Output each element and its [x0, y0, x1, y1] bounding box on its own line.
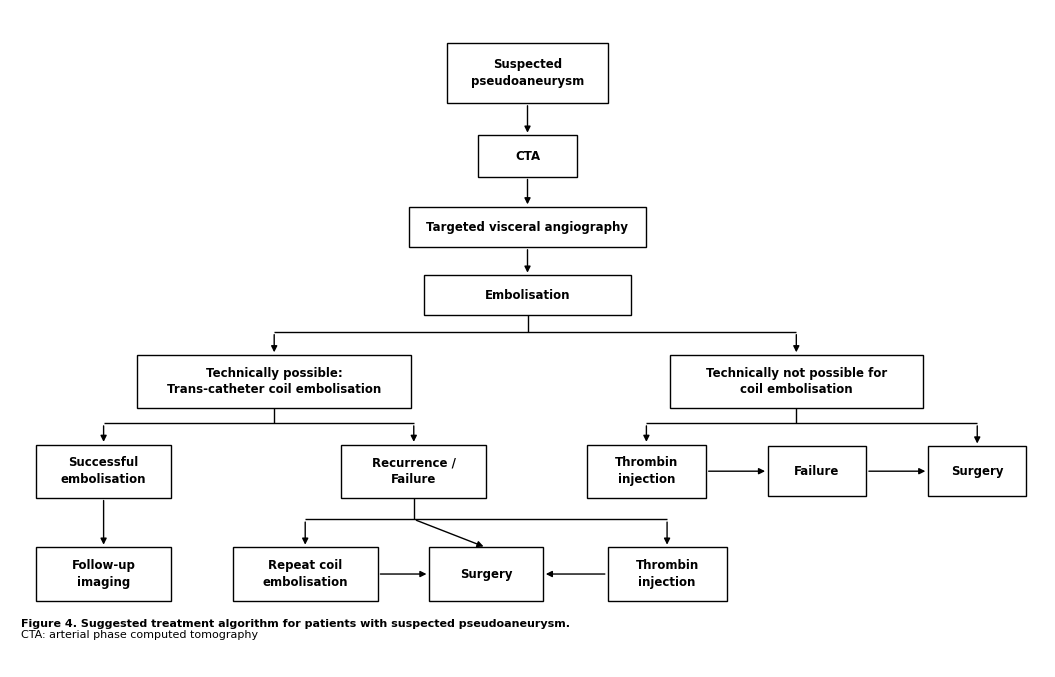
Text: Figure 4. Suggested treatment algorithm for patients with suspected pseudoaneury: Figure 4. Suggested treatment algorithm … [21, 619, 570, 629]
FancyBboxPatch shape [342, 445, 486, 498]
Text: Technically possible:
Trans-catheter coil embolisation: Technically possible: Trans-catheter coi… [167, 367, 381, 396]
Text: Thrombin
injection: Thrombin injection [615, 456, 678, 486]
Text: Thrombin
injection: Thrombin injection [635, 559, 698, 589]
FancyBboxPatch shape [768, 446, 866, 496]
Text: Follow-up
imaging: Follow-up imaging [72, 559, 135, 589]
FancyBboxPatch shape [137, 355, 411, 408]
FancyBboxPatch shape [36, 548, 171, 600]
FancyBboxPatch shape [587, 445, 706, 498]
Text: Embolisation: Embolisation [484, 289, 571, 302]
Text: Suspected
pseudoaneurysm: Suspected pseudoaneurysm [471, 58, 584, 88]
FancyBboxPatch shape [408, 207, 647, 247]
Text: Surgery: Surgery [460, 567, 513, 581]
Text: Surgery: Surgery [951, 464, 1003, 478]
FancyBboxPatch shape [608, 548, 727, 600]
FancyBboxPatch shape [928, 446, 1027, 496]
FancyBboxPatch shape [233, 548, 378, 600]
Text: Targeted visceral angiography: Targeted visceral angiography [426, 221, 629, 234]
FancyBboxPatch shape [670, 355, 923, 408]
Text: CTA: arterial phase computed tomography: CTA: arterial phase computed tomography [21, 630, 258, 640]
FancyBboxPatch shape [36, 445, 171, 498]
Text: Recurrence /
Failure: Recurrence / Failure [371, 456, 456, 486]
Text: Failure: Failure [794, 464, 840, 478]
FancyBboxPatch shape [447, 43, 608, 103]
Text: Successful
embolisation: Successful embolisation [61, 456, 147, 486]
Text: CTA: CTA [515, 150, 540, 162]
FancyBboxPatch shape [424, 276, 631, 315]
FancyBboxPatch shape [429, 548, 543, 600]
Text: Technically not possible for
coil embolisation: Technically not possible for coil emboli… [706, 367, 887, 396]
FancyBboxPatch shape [478, 135, 577, 177]
Text: Repeat coil
embolisation: Repeat coil embolisation [263, 559, 348, 589]
